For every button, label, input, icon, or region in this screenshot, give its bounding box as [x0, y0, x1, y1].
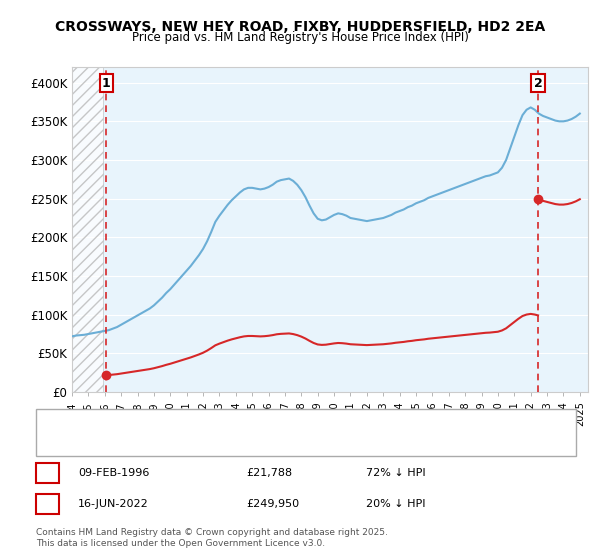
Text: 09-FEB-1996: 09-FEB-1996 — [78, 468, 149, 478]
Text: 20% ↓ HPI: 20% ↓ HPI — [366, 499, 425, 509]
Text: £21,788: £21,788 — [246, 468, 292, 478]
Text: £249,950: £249,950 — [246, 499, 299, 509]
Text: ——: —— — [54, 437, 85, 452]
Text: CROSSWAYS, NEW HEY ROAD, FIXBY, HUDDERSFIELD, HD2 2EA: CROSSWAYS, NEW HEY ROAD, FIXBY, HUDDERSF… — [55, 20, 545, 34]
Text: 72% ↓ HPI: 72% ↓ HPI — [366, 468, 425, 478]
Text: Contains HM Land Registry data © Crown copyright and database right 2025.
This d: Contains HM Land Registry data © Crown c… — [36, 528, 388, 548]
Text: Price paid vs. HM Land Registry's House Price Index (HPI): Price paid vs. HM Land Registry's House … — [131, 31, 469, 44]
Bar — [72, 67, 103, 392]
Text: 1: 1 — [102, 77, 111, 90]
Text: 16-JUN-2022: 16-JUN-2022 — [78, 499, 149, 509]
Text: 2: 2 — [44, 499, 51, 509]
Text: ——: —— — [54, 414, 85, 430]
Text: 2: 2 — [533, 77, 542, 90]
Text: CROSSWAYS, NEW HEY ROAD, FIXBY, HUDDERSFIELD, HD2 2EA (detached house): CROSSWAYS, NEW HEY ROAD, FIXBY, HUDDERSF… — [78, 417, 477, 427]
Text: HPI: Average price, detached house, Calderdale: HPI: Average price, detached house, Cald… — [78, 440, 311, 450]
Text: 1: 1 — [44, 468, 51, 478]
Bar — [72, 67, 103, 392]
